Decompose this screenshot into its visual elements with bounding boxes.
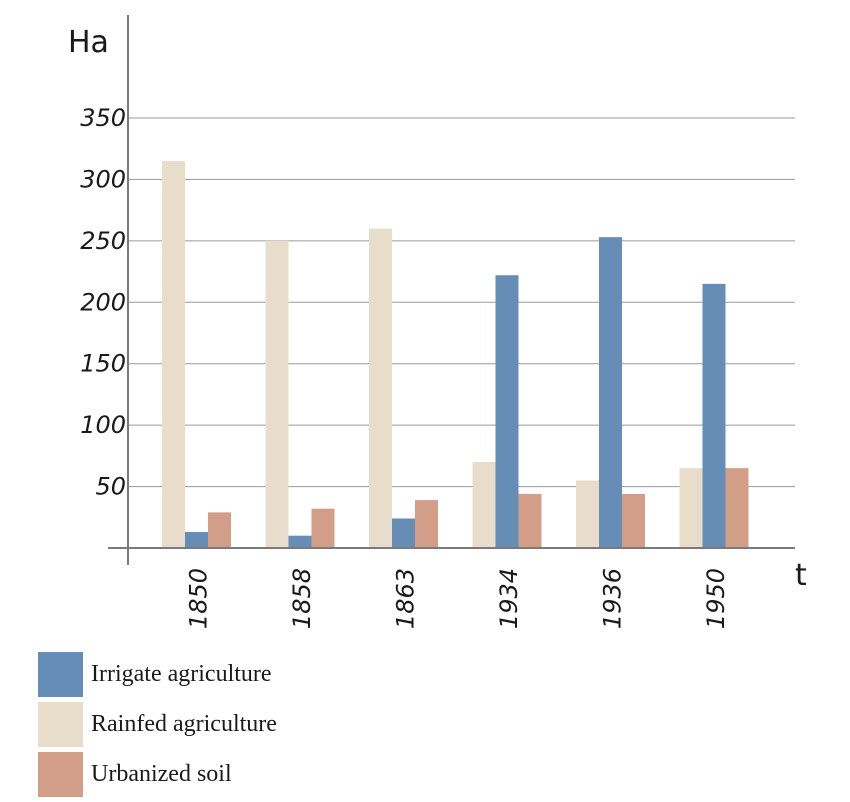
bar-urbanized-1950 — [725, 468, 749, 548]
grid-lines — [128, 117, 795, 488]
bar-irrigate-1934 — [495, 275, 519, 548]
bar-urbanized-1858 — [311, 508, 335, 548]
y-tick-label: 350 — [80, 104, 126, 132]
bar-rainfed-1950 — [679, 468, 703, 548]
bar-irrigate-1850 — [185, 532, 208, 548]
bar-irrigate-1863 — [392, 518, 415, 548]
bar-urbanized-1934 — [518, 493, 542, 548]
bar-rainfed-1850 — [162, 161, 185, 548]
x-tick-label: 1934 — [495, 568, 523, 629]
bar-rainfed-1863 — [369, 228, 392, 549]
legend-item-rainfed: Rainfed agriculture — [38, 702, 277, 747]
x-tick-label: 1850 — [185, 568, 213, 629]
axes — [108, 15, 795, 565]
legend-swatch-rainfed — [38, 702, 83, 747]
bar-rainfed-1858 — [265, 240, 289, 548]
y-tick-label: 50 — [95, 473, 126, 501]
bar-irrigate-1858 — [288, 535, 312, 548]
bar-rainfed-1934 — [472, 462, 496, 548]
bar-urbanized-1850 — [208, 512, 231, 548]
legend-swatch-urbanized — [38, 752, 83, 797]
x-tick-label: 1863 — [392, 568, 420, 629]
legend-item-urbanized: Urbanized soil — [38, 752, 277, 797]
x-tick-label: 1950 — [702, 568, 730, 629]
y-axis-title: Ha — [68, 25, 109, 60]
x-tick-label: 1858 — [288, 568, 316, 629]
y-tick-label: 250 — [80, 227, 126, 255]
bars — [162, 161, 749, 549]
legend: Irrigate agriculture Rainfed agriculture… — [38, 652, 277, 802]
bar-urbanized-1936 — [622, 493, 645, 548]
legend-item-irrigate: Irrigate agriculture — [38, 652, 277, 697]
x-axis-title: t — [795, 558, 807, 593]
legend-label-urbanized: Urbanized soil — [91, 761, 232, 787]
bar-irrigate-1936 — [599, 237, 622, 548]
legend-label-irrigate: Irrigate agriculture — [91, 661, 272, 687]
bar-rainfed-1936 — [576, 480, 599, 548]
y-tick-label: 150 — [80, 350, 126, 378]
bar-chart: Ha t 50 100 150 200 250 300 350 1850 1858 1863 19… — [68, 15, 807, 629]
y-tick-label: 200 — [80, 288, 126, 316]
legend-swatch-irrigate — [38, 652, 83, 697]
y-tick-label: 100 — [80, 411, 126, 439]
y-tick-label: 300 — [80, 165, 126, 193]
x-tick-labels: 1850 1858 1863 1934 1936 1950 — [185, 568, 731, 629]
legend-label-rainfed: Rainfed agriculture — [91, 711, 277, 737]
bar-urbanized-1863 — [415, 500, 438, 548]
bar-irrigate-1950 — [702, 283, 726, 548]
y-tick-labels: 50 100 150 200 250 300 350 — [80, 104, 126, 501]
x-tick-label: 1936 — [599, 568, 627, 629]
